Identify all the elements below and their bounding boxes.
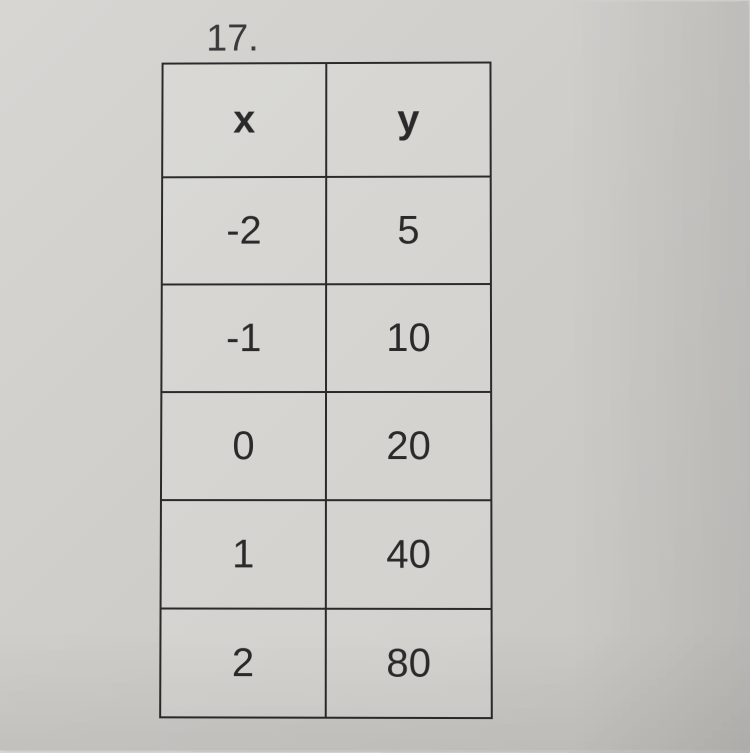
cell-y: 40 bbox=[326, 500, 492, 609]
cell-y: 5 bbox=[326, 177, 491, 285]
cell-x: 0 bbox=[161, 392, 326, 500]
cell-y: 80 bbox=[326, 609, 492, 718]
cell-x: 2 bbox=[160, 609, 326, 718]
page-shadow-right bbox=[569, 1, 750, 753]
worksheet-page: 17. x y -2 5 -1 10 0 20 1 40 bbox=[0, 1, 750, 753]
table-row: 2 80 bbox=[160, 609, 492, 719]
table-header-row: x y bbox=[162, 63, 491, 178]
cell-x: -1 bbox=[161, 284, 326, 392]
problem-number: 17. bbox=[206, 18, 258, 61]
cell-y: 20 bbox=[326, 392, 491, 500]
table-row: -1 10 bbox=[161, 284, 491, 392]
cell-x: -2 bbox=[162, 177, 326, 285]
cell-x: 1 bbox=[161, 500, 326, 609]
table-row: 0 20 bbox=[161, 392, 491, 500]
cell-y: 10 bbox=[326, 284, 491, 392]
xy-data-table: x y -2 5 -1 10 0 20 1 40 2 80 bbox=[159, 62, 493, 720]
table-row: -2 5 bbox=[162, 177, 491, 285]
table-row: 1 40 bbox=[161, 500, 492, 609]
column-header-y: y bbox=[326, 63, 490, 177]
column-header-x: x bbox=[162, 63, 326, 177]
